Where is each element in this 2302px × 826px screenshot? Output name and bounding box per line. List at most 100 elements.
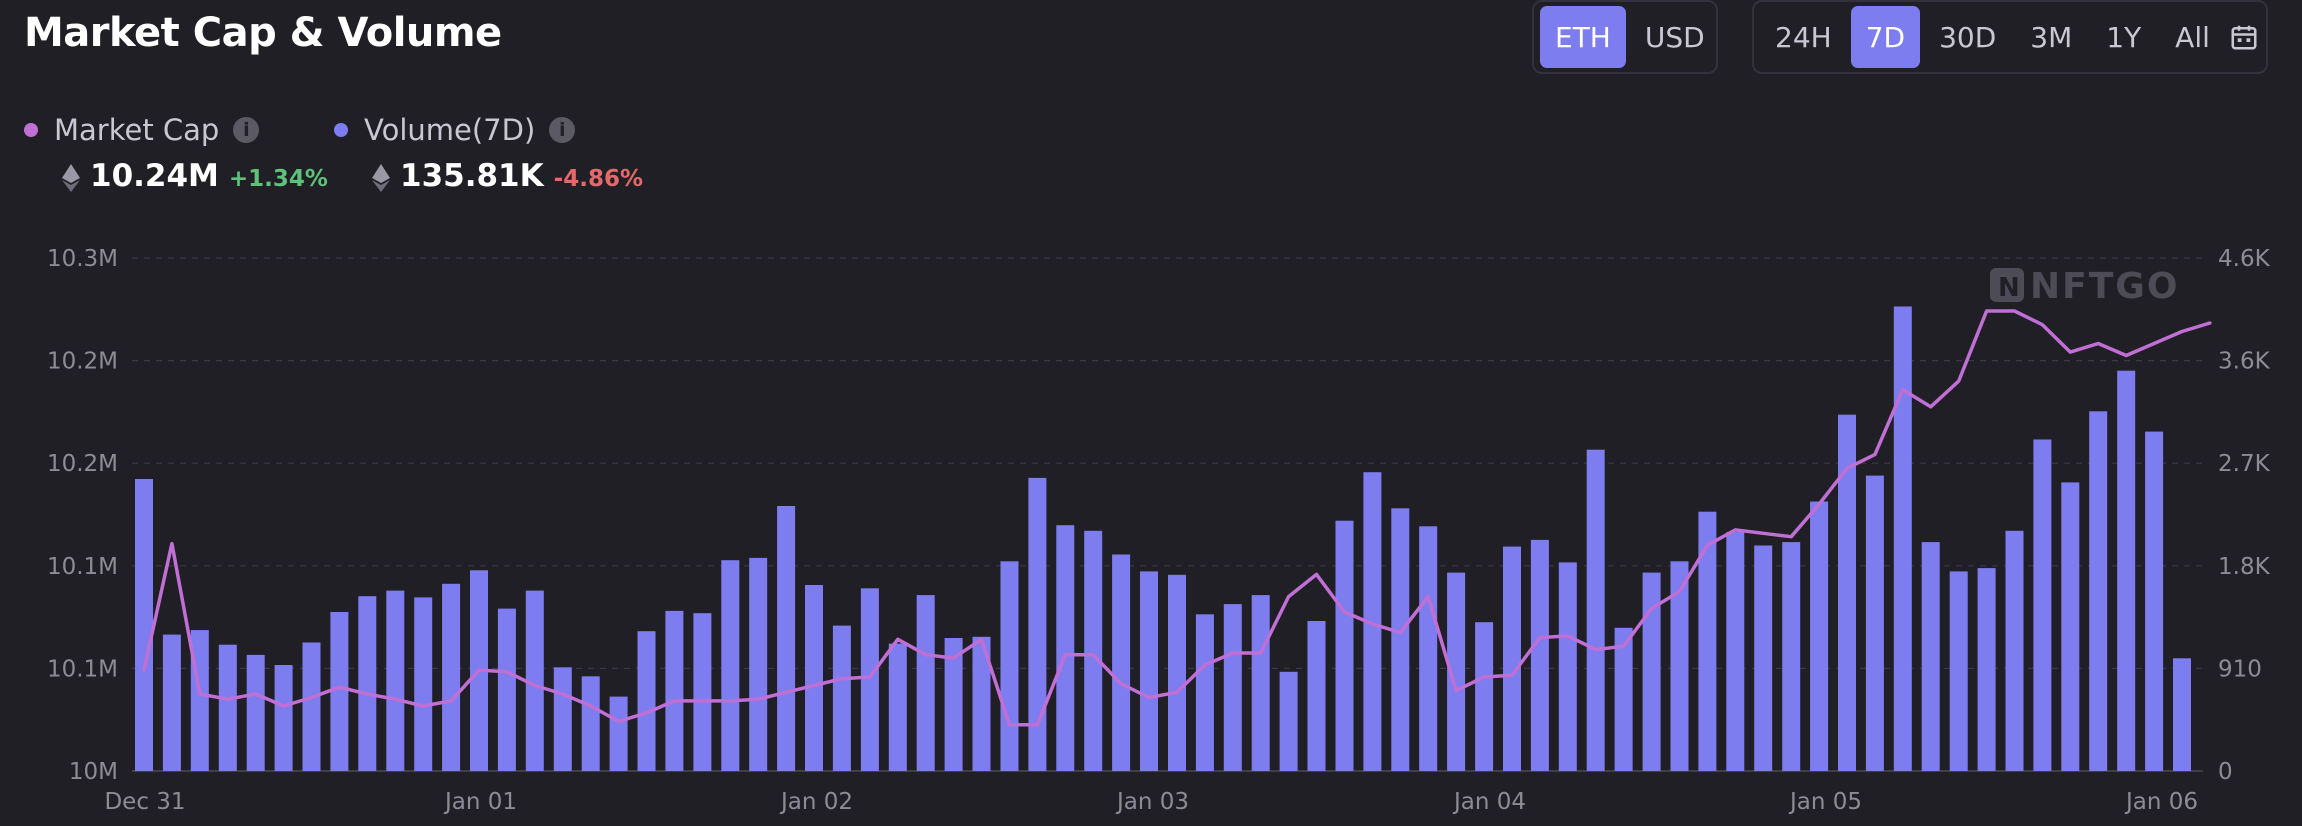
volume-bar[interactable] bbox=[2173, 658, 2191, 771]
volume-bar[interactable] bbox=[330, 612, 349, 771]
volume-bar[interactable] bbox=[1782, 542, 1801, 771]
range-24h-button[interactable]: 24H bbox=[1775, 20, 1832, 54]
volume-bar[interactable] bbox=[1391, 508, 1410, 771]
volume-bar[interactable] bbox=[1363, 472, 1382, 771]
y-left-tick-label: 10.1M bbox=[47, 554, 118, 580]
volume-bar[interactable] bbox=[581, 676, 600, 771]
volume-bar[interactable] bbox=[1251, 595, 1270, 771]
x-tick-label: Dec 31 bbox=[104, 789, 185, 815]
volume-bar[interactable] bbox=[1838, 414, 1856, 771]
volume-bar[interactable] bbox=[2005, 530, 2024, 771]
volume-bar[interactable] bbox=[2033, 439, 2052, 772]
volume-bar[interactable] bbox=[1307, 621, 1326, 771]
volume-bar[interactable] bbox=[1475, 622, 1494, 771]
volume-bar[interactable] bbox=[1642, 572, 1661, 771]
volume-bar[interactable] bbox=[358, 596, 377, 771]
watermark: N NFTGO bbox=[1990, 266, 2177, 307]
volume-bar[interactable] bbox=[1614, 627, 1633, 771]
volume-bar[interactable] bbox=[1698, 511, 1717, 771]
volume-bar[interactable] bbox=[1865, 475, 1884, 771]
volume-bar[interactable] bbox=[1223, 604, 1242, 771]
volume-bar[interactable] bbox=[637, 631, 656, 771]
volume-bar[interactable] bbox=[2089, 411, 2108, 771]
volume-bar[interactable] bbox=[414, 597, 433, 771]
volume-bar[interactable] bbox=[693, 613, 712, 771]
market-cap-value: 10.24M bbox=[90, 158, 219, 194]
volume-bar[interactable] bbox=[2145, 431, 2164, 771]
volume-bar[interactable] bbox=[386, 590, 405, 771]
y-left-tick-label: 10M bbox=[69, 759, 118, 785]
currency-usd-button[interactable]: USD bbox=[1644, 20, 1705, 54]
volume-bar[interactable] bbox=[2117, 370, 2136, 771]
volume-bar[interactable] bbox=[916, 595, 935, 771]
currency-eth-button[interactable]: ETH bbox=[1540, 6, 1626, 68]
volume-bar[interactable] bbox=[302, 642, 321, 772]
range-1y-button[interactable]: 1Y bbox=[2106, 20, 2142, 54]
volume-bar[interactable] bbox=[1949, 571, 1968, 771]
volume-bar[interactable] bbox=[749, 557, 768, 771]
volume-bar[interactable] bbox=[135, 479, 153, 771]
calendar-button[interactable] bbox=[2229, 6, 2260, 68]
volume-bar[interactable] bbox=[1419, 526, 1438, 771]
info-icon[interactable]: i bbox=[233, 117, 260, 143]
volume-bar[interactable] bbox=[721, 560, 740, 771]
x-tick-label: Jan 02 bbox=[779, 789, 853, 815]
x-tick-label: Jan 04 bbox=[1452, 789, 1526, 815]
legend-volume[interactable]: Volume(7D) i bbox=[334, 108, 576, 152]
market-cap-label: Market Cap bbox=[54, 113, 220, 147]
range-all-button[interactable]: All bbox=[2175, 20, 2210, 54]
volume-bar[interactable] bbox=[1530, 539, 1549, 771]
volume-bar[interactable] bbox=[805, 585, 823, 771]
volume-bar[interactable] bbox=[665, 610, 684, 771]
volume-bar[interactable] bbox=[1586, 449, 1605, 771]
volume-bar[interactable] bbox=[609, 696, 628, 771]
legend-market-cap[interactable]: Market Cap i bbox=[24, 108, 260, 152]
watermark-logo-icon bbox=[1990, 268, 2024, 302]
volume-bar[interactable] bbox=[1168, 574, 1186, 771]
volume-bar[interactable] bbox=[1195, 614, 1214, 771]
volume-bar[interactable] bbox=[1726, 532, 1745, 771]
volume-bar[interactable] bbox=[497, 608, 516, 771]
volume-bars bbox=[135, 306, 2191, 772]
volume-bar[interactable] bbox=[525, 590, 544, 771]
volume-bar[interactable] bbox=[1558, 562, 1577, 771]
volume-bar[interactable] bbox=[246, 654, 265, 771]
range-7d-button[interactable]: 7D bbox=[1850, 6, 1921, 68]
volume-bar[interactable] bbox=[1754, 545, 1773, 772]
market-cap-dot-icon bbox=[24, 123, 38, 137]
time-range-toggle: 24H 7D 30D 3M 1Y All bbox=[1752, 0, 2268, 74]
volume-bar[interactable] bbox=[1279, 671, 1298, 771]
volume-bar[interactable] bbox=[2061, 482, 2080, 771]
volume-bar[interactable] bbox=[162, 634, 181, 771]
volume-bar[interactable] bbox=[1335, 520, 1354, 771]
info-icon[interactable]: i bbox=[549, 117, 576, 143]
range-30d-button[interactable]: 30D bbox=[1939, 20, 1997, 54]
volume-bar[interactable] bbox=[860, 588, 879, 771]
volume-bar[interactable] bbox=[1670, 561, 1689, 771]
volume-bar[interactable] bbox=[274, 665, 293, 771]
volume-bar[interactable] bbox=[1447, 572, 1466, 771]
volume-bar[interactable] bbox=[1893, 306, 1912, 772]
volume-bar[interactable] bbox=[442, 583, 461, 771]
volume-bar[interactable] bbox=[944, 638, 963, 771]
volume-bar[interactable] bbox=[888, 643, 907, 771]
y-left-tick-label: 10.2M bbox=[47, 349, 118, 375]
volume-bar[interactable] bbox=[1000, 561, 1019, 771]
volume-bar[interactable] bbox=[553, 667, 572, 771]
volume-bar[interactable] bbox=[1140, 571, 1158, 771]
volume-bar[interactable] bbox=[832, 625, 851, 771]
volume-bar[interactable] bbox=[777, 506, 796, 771]
volume-bar[interactable] bbox=[1810, 501, 1829, 772]
volume-bar[interactable] bbox=[1112, 554, 1131, 772]
volume-bar[interactable] bbox=[972, 636, 991, 771]
range-3m-button[interactable]: 3M bbox=[2030, 20, 2073, 54]
volume-bar[interactable] bbox=[1084, 530, 1103, 771]
volume-bar[interactable] bbox=[218, 644, 237, 771]
volume-bar[interactable] bbox=[1921, 542, 1940, 771]
volume-bar[interactable] bbox=[1977, 568, 1996, 771]
volume-bar[interactable] bbox=[1028, 477, 1047, 771]
volume-bar[interactable] bbox=[1503, 546, 1521, 771]
market-cap-line-path[interactable] bbox=[142, 309, 2212, 727]
volume-bar[interactable] bbox=[1056, 525, 1075, 771]
